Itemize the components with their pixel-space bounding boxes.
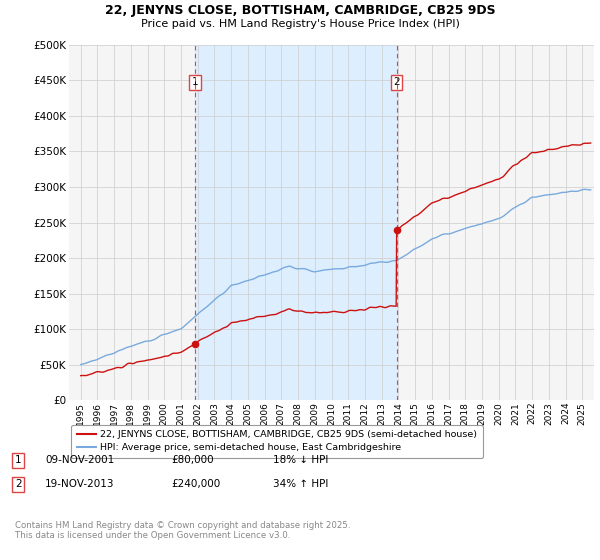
Text: 2: 2 — [15, 479, 22, 489]
Text: Contains HM Land Registry data © Crown copyright and database right 2025.
This d: Contains HM Land Registry data © Crown c… — [15, 521, 350, 540]
Text: 22, JENYNS CLOSE, BOTTISHAM, CAMBRIDGE, CB25 9DS: 22, JENYNS CLOSE, BOTTISHAM, CAMBRIDGE, … — [104, 4, 496, 17]
Text: 18% ↓ HPI: 18% ↓ HPI — [273, 455, 328, 465]
Text: £80,000: £80,000 — [171, 455, 214, 465]
Text: 34% ↑ HPI: 34% ↑ HPI — [273, 479, 328, 489]
Text: 1: 1 — [192, 77, 199, 87]
Text: 19-NOV-2013: 19-NOV-2013 — [45, 479, 115, 489]
Text: 1: 1 — [15, 455, 22, 465]
Text: 09-NOV-2001: 09-NOV-2001 — [45, 455, 114, 465]
Text: 2: 2 — [393, 77, 400, 87]
Legend: 22, JENYNS CLOSE, BOTTISHAM, CAMBRIDGE, CB25 9DS (semi-detached house), HPI: Ave: 22, JENYNS CLOSE, BOTTISHAM, CAMBRIDGE, … — [71, 424, 483, 458]
Text: Price paid vs. HM Land Registry's House Price Index (HPI): Price paid vs. HM Land Registry's House … — [140, 19, 460, 29]
Text: £240,000: £240,000 — [171, 479, 220, 489]
Bar — [196, 45, 397, 400]
